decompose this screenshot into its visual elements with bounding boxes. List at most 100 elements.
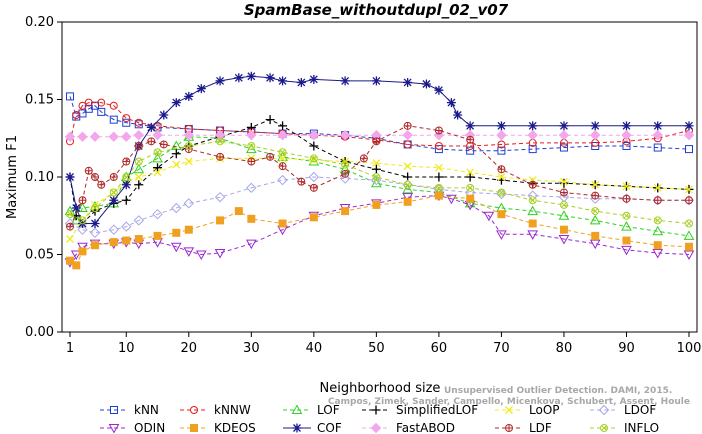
- data-point: [686, 220, 692, 227]
- data-point: [64, 131, 76, 142]
- series-line: [69, 75, 689, 224]
- data-point: [122, 158, 130, 165]
- data-point: [685, 242, 693, 251]
- x-tick-label: 40: [306, 341, 323, 356]
- y-tick-label: 0.15: [25, 93, 54, 108]
- data-point: [246, 129, 257, 141]
- data-point: [72, 261, 81, 270]
- data-point: [89, 131, 101, 142]
- y-tick-label: 0.20: [25, 15, 54, 30]
- data-point: [528, 121, 538, 131]
- data-point: [245, 239, 257, 250]
- data-point: [278, 219, 287, 228]
- data-point: [171, 149, 181, 159]
- data-point: [402, 193, 413, 203]
- legend-label: ODIN: [134, 421, 165, 434]
- data-point: [434, 172, 444, 182]
- data-point: [527, 230, 539, 240]
- data-point: [558, 129, 570, 141]
- data-point: [65, 172, 75, 182]
- data-point: [621, 129, 632, 141]
- data-point: [589, 214, 601, 225]
- legend-label: INFLO: [624, 421, 659, 434]
- data-point: [234, 73, 244, 83]
- legend-label: LDF: [529, 421, 552, 434]
- data-point: [590, 129, 601, 141]
- x-tick-label: 90: [618, 341, 635, 356]
- legend-item-knn: kNN: [100, 403, 159, 417]
- data-point: [496, 121, 506, 131]
- data-point: [195, 250, 207, 261]
- data-point: [84, 98, 93, 107]
- data-point: [134, 235, 143, 243]
- data-point: [72, 111, 81, 119]
- data-point: [591, 142, 600, 150]
- data-point: [339, 173, 351, 184]
- data-point: [184, 157, 193, 166]
- x-tick-label: 70: [493, 341, 510, 356]
- data-point: [184, 225, 193, 234]
- data-point: [92, 205, 98, 211]
- data-point: [121, 195, 131, 205]
- legend-label: FastABOD: [396, 421, 455, 434]
- data-point: [591, 192, 599, 200]
- data-point: [278, 148, 287, 157]
- data-point: [372, 137, 380, 145]
- data-point: [85, 167, 93, 175]
- data-point: [559, 177, 568, 186]
- data-point: [309, 141, 319, 151]
- data-point: [110, 406, 118, 414]
- data-point: [340, 76, 350, 86]
- data-point: [265, 73, 275, 83]
- data-point: [653, 241, 662, 250]
- data-point: [309, 213, 318, 222]
- data-point: [497, 146, 506, 155]
- data-point: [190, 424, 198, 432]
- data-point: [527, 129, 538, 141]
- series-ldf: [66, 121, 693, 231]
- data-point: [654, 196, 662, 204]
- data-point: [371, 76, 381, 86]
- data-point: [372, 159, 381, 168]
- data-point: [652, 225, 664, 236]
- watermark-line-1: Unsupervised Outlier Detection. DAMI, 20…: [444, 386, 672, 396]
- data-point: [453, 110, 463, 120]
- data-point: [600, 424, 608, 432]
- series-line: [69, 102, 690, 147]
- data-point: [309, 74, 319, 84]
- data-point: [403, 140, 412, 149]
- data-point: [622, 236, 631, 245]
- data-point: [278, 76, 288, 86]
- data-point: [292, 423, 302, 433]
- data-point: [70, 214, 82, 225]
- series-line: [69, 136, 690, 237]
- data-point: [497, 173, 506, 181]
- data-point: [66, 256, 74, 265]
- legend-label: COF: [317, 421, 342, 434]
- data-point: [265, 115, 275, 125]
- legend-label: kNNW: [214, 403, 251, 417]
- legend: kNN kNNW LOF SimplifiedLOF LoOP LDOF ODIN KDEOS…: [100, 403, 659, 434]
- data-point: [685, 219, 693, 228]
- data-point: [434, 163, 443, 172]
- legend-item-knnw: kNNW: [180, 403, 251, 417]
- data-point: [246, 71, 256, 81]
- data-point: [559, 143, 568, 152]
- data-point: [505, 424, 513, 432]
- data-point: [341, 170, 349, 178]
- data-point: [66, 92, 74, 101]
- data-point: [403, 180, 412, 189]
- legend-label: kNN: [134, 403, 159, 417]
- data-point: [291, 404, 303, 414]
- data-point: [341, 207, 350, 216]
- data-point: [435, 127, 443, 134]
- x-tick-label: 80: [556, 341, 573, 356]
- series-lof: [64, 131, 695, 240]
- series-simplifiedlof: [65, 115, 694, 228]
- data-point: [310, 184, 318, 192]
- data-point: [436, 185, 442, 191]
- data-point: [360, 154, 368, 162]
- data-point: [89, 227, 101, 239]
- data-point: [559, 200, 568, 209]
- data-point: [171, 98, 181, 108]
